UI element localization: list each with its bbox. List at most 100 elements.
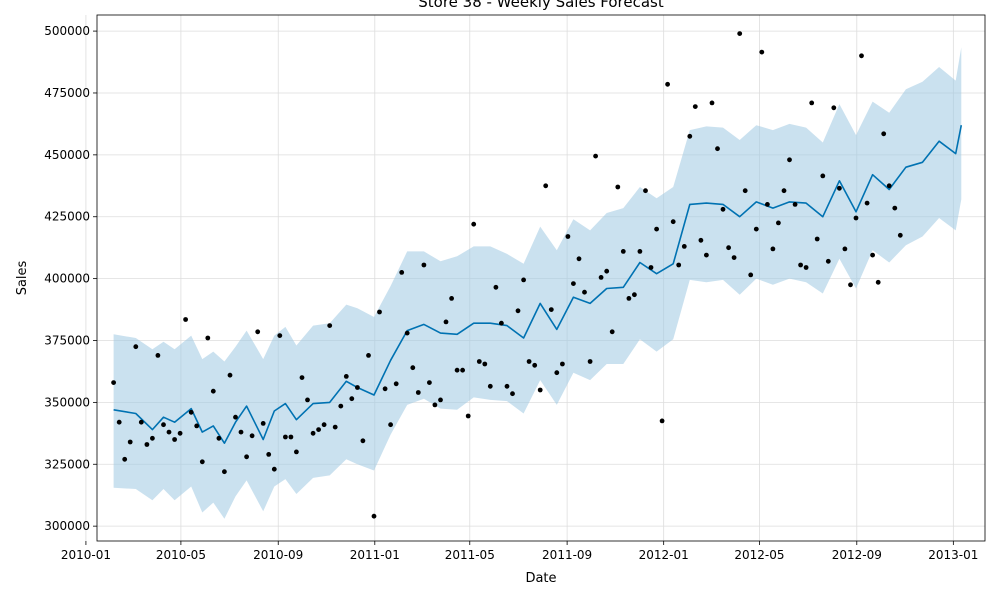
actual-data-point xyxy=(327,323,333,328)
y-tick-label: 475000 xyxy=(44,86,90,100)
x-tick-label: 2010-09 xyxy=(253,548,303,562)
actual-data-point xyxy=(410,365,416,371)
actual-data-point xyxy=(116,419,122,425)
actual-data-point xyxy=(305,397,310,403)
actual-data-point xyxy=(532,362,538,368)
actual-data-point xyxy=(848,282,853,288)
actual-data-point xyxy=(499,320,504,326)
actual-data-point xyxy=(205,335,211,341)
actual-data-point xyxy=(288,434,294,440)
actual-data-point xyxy=(593,153,598,159)
actual-data-point xyxy=(471,221,477,227)
actual-data-point xyxy=(726,245,731,251)
x-tick-label: 2010-01 xyxy=(61,548,111,562)
actual-data-point xyxy=(188,409,194,415)
plot-area xyxy=(85,14,986,542)
actual-data-point xyxy=(632,292,637,298)
actual-data-point xyxy=(155,353,161,358)
actual-data-point xyxy=(637,249,643,254)
actual-data-point xyxy=(415,390,421,395)
x-tick-label: 2012-01 xyxy=(639,548,689,562)
actual-data-point xyxy=(438,397,443,403)
actual-data-point xyxy=(283,434,288,440)
actual-data-point xyxy=(465,413,471,419)
uncertainty-interval-area xyxy=(113,47,962,519)
actual-data-point xyxy=(560,361,565,367)
actual-data-point xyxy=(504,383,510,389)
actual-data-point xyxy=(648,265,654,270)
actual-data-point xyxy=(554,370,560,376)
actual-data-point xyxy=(837,185,842,191)
actual-data-point xyxy=(127,439,133,445)
actual-data-point xyxy=(770,246,776,252)
actual-data-point xyxy=(399,270,405,275)
actual-data-point xyxy=(737,31,743,36)
actual-data-point xyxy=(227,372,233,378)
actual-data-point xyxy=(332,424,338,430)
actual-data-point xyxy=(238,429,244,435)
actual-data-point xyxy=(681,244,687,249)
actual-data-point xyxy=(515,308,521,314)
y-tick-label: 500000 xyxy=(44,24,90,38)
actual-data-point xyxy=(249,433,255,439)
actual-data-point xyxy=(615,184,621,190)
actual-data-point xyxy=(842,246,848,252)
actual-data-point xyxy=(526,359,532,364)
x-tick-label: 2011-01 xyxy=(350,548,400,562)
actual-data-point xyxy=(831,105,837,111)
actual-data-point xyxy=(493,284,499,290)
actual-data-point xyxy=(111,380,116,385)
actual-data-point xyxy=(199,459,205,465)
actual-data-point xyxy=(393,381,399,387)
actual-data-point xyxy=(765,202,770,207)
actual-data-point xyxy=(870,252,875,258)
actual-data-point xyxy=(587,359,593,364)
actual-data-point xyxy=(244,454,250,460)
actual-data-point xyxy=(454,367,460,373)
actual-data-point xyxy=(233,414,238,420)
actual-data-point xyxy=(820,173,826,179)
chart-title: Store 38 - Weekly Sales Forecast xyxy=(418,0,664,11)
actual-data-point xyxy=(271,466,277,472)
actual-data-point xyxy=(177,430,183,436)
x-tick-label: 2012-05 xyxy=(734,548,784,562)
actual-points xyxy=(111,31,903,519)
actual-data-point xyxy=(355,385,360,390)
actual-data-point xyxy=(609,329,615,335)
actual-data-point xyxy=(299,375,305,380)
actual-data-point xyxy=(482,361,488,367)
actual-data-point xyxy=(166,429,172,435)
actual-data-point xyxy=(643,188,648,194)
actual-data-point xyxy=(360,438,366,444)
actual-data-point xyxy=(338,403,344,409)
actual-data-point xyxy=(521,277,526,283)
actual-data-point xyxy=(343,374,349,379)
actual-data-point xyxy=(753,226,759,232)
actual-data-point xyxy=(548,307,554,312)
actual-data-point xyxy=(787,157,792,163)
actual-data-point xyxy=(133,344,139,350)
y-tick-label: 375000 xyxy=(44,334,90,348)
actual-data-point xyxy=(543,183,549,189)
plot-frame xyxy=(96,14,986,542)
actual-data-point xyxy=(853,215,859,221)
actual-data-point xyxy=(576,256,582,262)
actual-data-point xyxy=(825,258,831,264)
actual-data-point xyxy=(582,289,587,295)
actual-data-point xyxy=(377,309,382,315)
x-axis: 2010-01 2010-05 2010-09 2011-01 2011-05 2011-… xyxy=(61,541,978,562)
actual-data-point xyxy=(255,329,261,335)
actual-data-point xyxy=(172,437,178,442)
actual-data-point xyxy=(709,100,715,106)
actual-data-point xyxy=(371,513,377,519)
actual-data-point xyxy=(604,268,610,274)
actual-data-point xyxy=(421,262,427,268)
actual-data-point xyxy=(654,226,659,232)
actual-data-point xyxy=(216,435,222,441)
actual-data-point xyxy=(388,422,393,428)
actual-data-point xyxy=(183,317,189,322)
actual-data-point xyxy=(349,396,355,402)
actual-data-point xyxy=(670,219,676,225)
